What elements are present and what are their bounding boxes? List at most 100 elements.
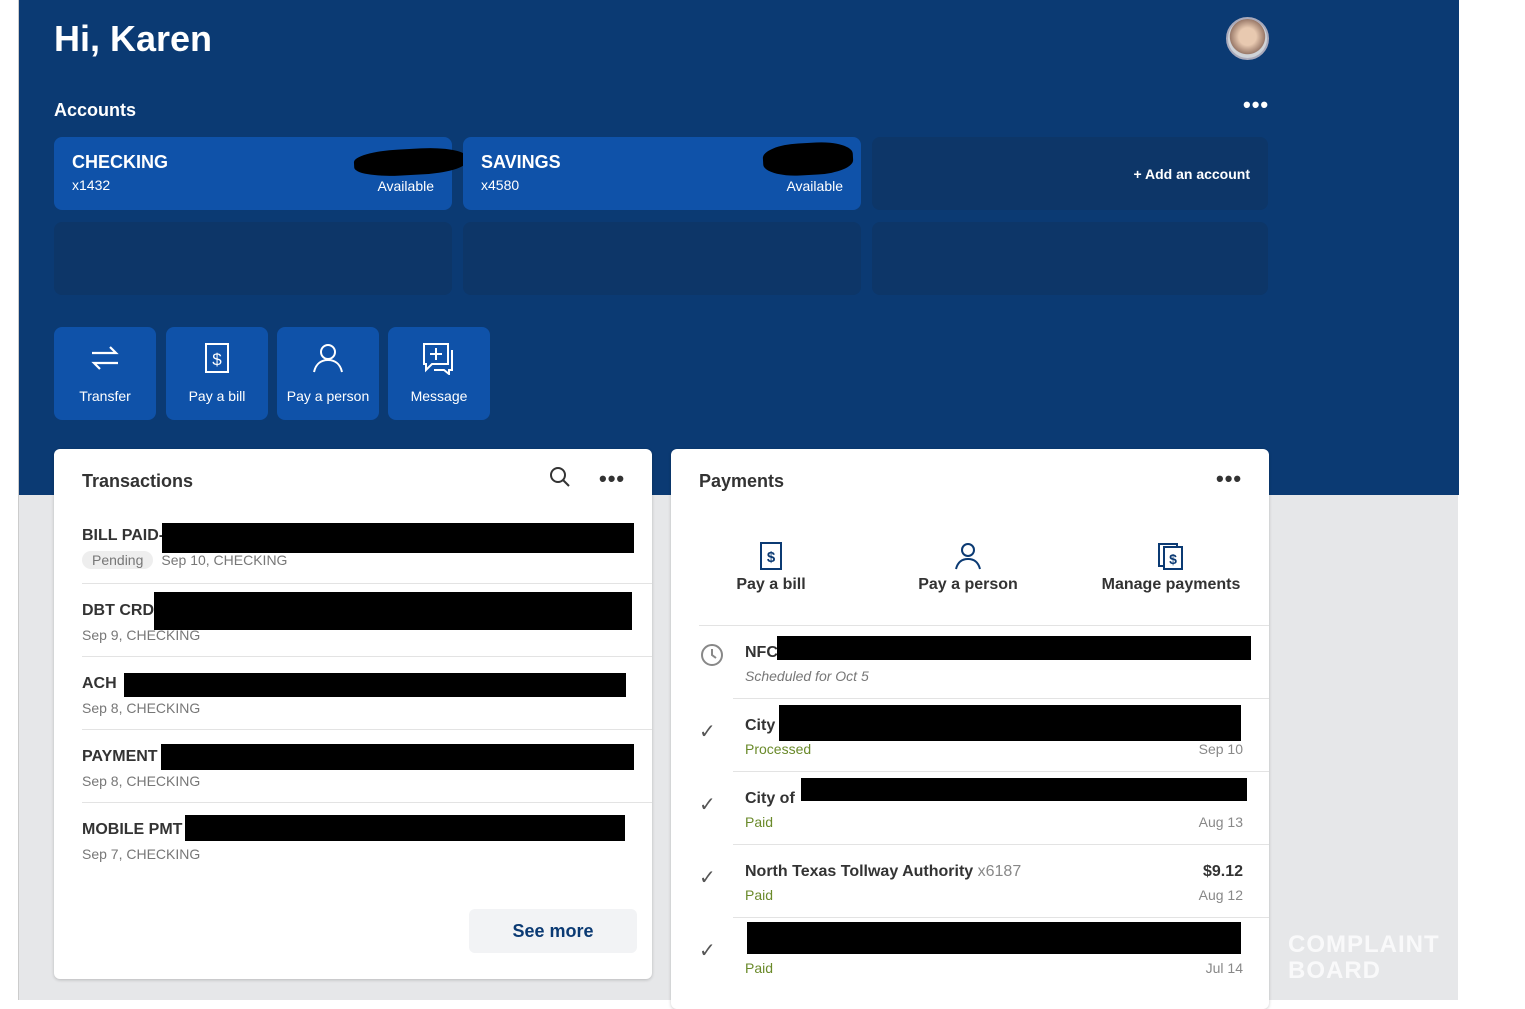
transactions-title: Transactions [82,471,194,491]
payee-account: x6187 [977,863,1022,880]
pay-person-button[interactable]: Pay a person [277,327,379,420]
add-account-card[interactable]: + Add an account [872,137,1268,210]
check-icon: ✓ [699,867,716,889]
add-account-label: + Add an account [1133,166,1250,182]
transaction-title: BILL PAID- [82,527,165,544]
accounts-more-icon[interactable]: ••• [1243,92,1270,117]
payment-status: Paid [745,814,774,830]
payment-date: Aug 12 [1198,887,1243,903]
page: Hi, Karen Accounts ••• CHECKING x1432 Av… [18,0,1459,1009]
account-placeholder [463,222,861,295]
quick-label: Pay a bill [736,576,806,593]
search-icon[interactable] [548,465,572,489]
payment-status: Paid [745,960,774,976]
account-placeholder [54,222,452,295]
payment-date: Aug 13 [1198,814,1243,830]
transaction-sub: Sep 7, CHECKING [82,846,201,862]
transaction-title: DBT CRD [82,602,154,619]
payment-row[interactable]: ✓ City Processed Sep 10 [699,699,1269,772]
payments-title: Payments [699,471,785,491]
action-label: Message [410,388,468,404]
payment-title: City of [745,790,795,807]
transactions-panel: Transactions ••• BILL PAID- Pending Sep 1… [54,449,652,979]
bill-icon: $ [760,542,782,570]
pay-bill-button[interactable]: $ Pay a bill [166,327,268,420]
greeting: Hi, Karen [54,18,213,59]
payment-title: NFC [745,644,778,661]
transaction-title: ACH [82,675,117,692]
payments-pay-bill[interactable]: $ Pay a bill [721,541,821,594]
transaction-sub: Sep 9, CHECKING [82,627,201,643]
quick-label: Pay a person [918,576,1018,593]
transfer-button[interactable]: Transfer [54,327,156,420]
pending-badge: Pending [82,551,154,569]
manage-payments[interactable]: $ Manage payments [1091,541,1251,594]
redaction [353,146,467,178]
balance-label: Available [786,178,843,194]
payment-row[interactable]: ✓ North Texas Tollway Authority x6187 $9… [699,845,1269,918]
divider [699,625,1269,626]
check-icon: ✓ [699,794,716,816]
redaction [124,673,626,697]
balance-label: Available [377,178,434,194]
payment-date: Sep 10 [1198,741,1243,757]
account-card-checking[interactable]: CHECKING x1432 Available [54,137,467,210]
account-name: SAVINGS [481,152,561,172]
redaction [185,815,625,841]
transaction-row[interactable]: MOBILE PMT Sep 7, CHECKING [82,803,652,876]
transaction-sub: Sep 8, CHECKING [82,773,201,789]
see-more-button[interactable]: See more [469,909,637,953]
message-icon [423,343,453,377]
payment-row[interactable]: ✓ City of Paid Aug 13 [699,772,1269,845]
redaction [154,592,632,630]
payment-title: North Texas Tollway Authority x6187 [745,863,1021,881]
quick-label: Manage payments [1101,576,1241,593]
payments-pay-person[interactable]: Pay a person [903,541,1033,594]
svg-text:$: $ [1169,551,1177,567]
payments-panel: Payments ••• $ Pay a bill Pay a person $… [671,449,1269,1009]
redaction [747,922,1241,954]
account-number: x1432 [72,177,111,193]
account-placeholder [872,222,1268,295]
check-icon: ✓ [699,721,716,743]
payment-status: Processed [745,741,812,757]
transaction-sub: Pending Sep 10, CHECKING [82,551,287,569]
payment-date: Jul 14 [1205,960,1243,976]
payment-row[interactable]: ✓ Paid Jul 14 [699,918,1269,991]
redaction [801,778,1247,801]
avatar[interactable] [1226,17,1269,60]
transactions-more-icon[interactable]: ••• [599,466,626,491]
action-label: Pay a bill [188,388,246,404]
accounts-title: Accounts [54,100,137,120]
payment-row[interactable]: NFC Scheduled for Oct 5 [701,626,1269,699]
payment-amount: $9.12 [1202,863,1243,880]
account-name: CHECKING [72,152,169,172]
check-icon: ✓ [699,940,716,962]
svg-text:$: $ [212,350,222,369]
transaction-row[interactable]: DBT CRD Sep 9, CHECKING [82,584,652,657]
transaction-row[interactable]: PAYMENT Sep 8, CHECKING [82,730,652,803]
transaction-sub: Sep 8, CHECKING [82,700,201,716]
transaction-row[interactable]: BILL PAID- Pending Sep 10, CHECKING [82,509,652,584]
transaction-title: MOBILE PMT [82,821,183,838]
account-number: x4580 [481,177,520,193]
watermark-logo: COMPLAINT BOARD [1288,931,1440,984]
redaction [779,705,1241,741]
manage-payments-icon: $ [1158,543,1183,570]
payments-more-icon[interactable]: ••• [1216,466,1243,491]
message-button[interactable]: Message [388,327,490,420]
bill-icon: $ [205,343,229,373]
redaction [762,140,854,178]
transaction-title: PAYMENT [82,748,158,765]
transaction-row[interactable]: ACH Sep 8, CHECKING [82,657,652,730]
hero: Hi, Karen Accounts ••• CHECKING x1432 Av… [19,0,1459,495]
transfer-icon [91,346,119,370]
account-card-savings[interactable]: SAVINGS x4580 Available [463,137,861,210]
payee-name: North Texas Tollway Authority [745,863,974,880]
payment-status: Scheduled for Oct 5 [745,668,869,684]
person-icon [313,344,343,373]
payment-title: City [745,717,776,734]
redaction [161,744,634,770]
action-label: Pay a person [286,388,370,404]
clock-icon [701,644,723,666]
